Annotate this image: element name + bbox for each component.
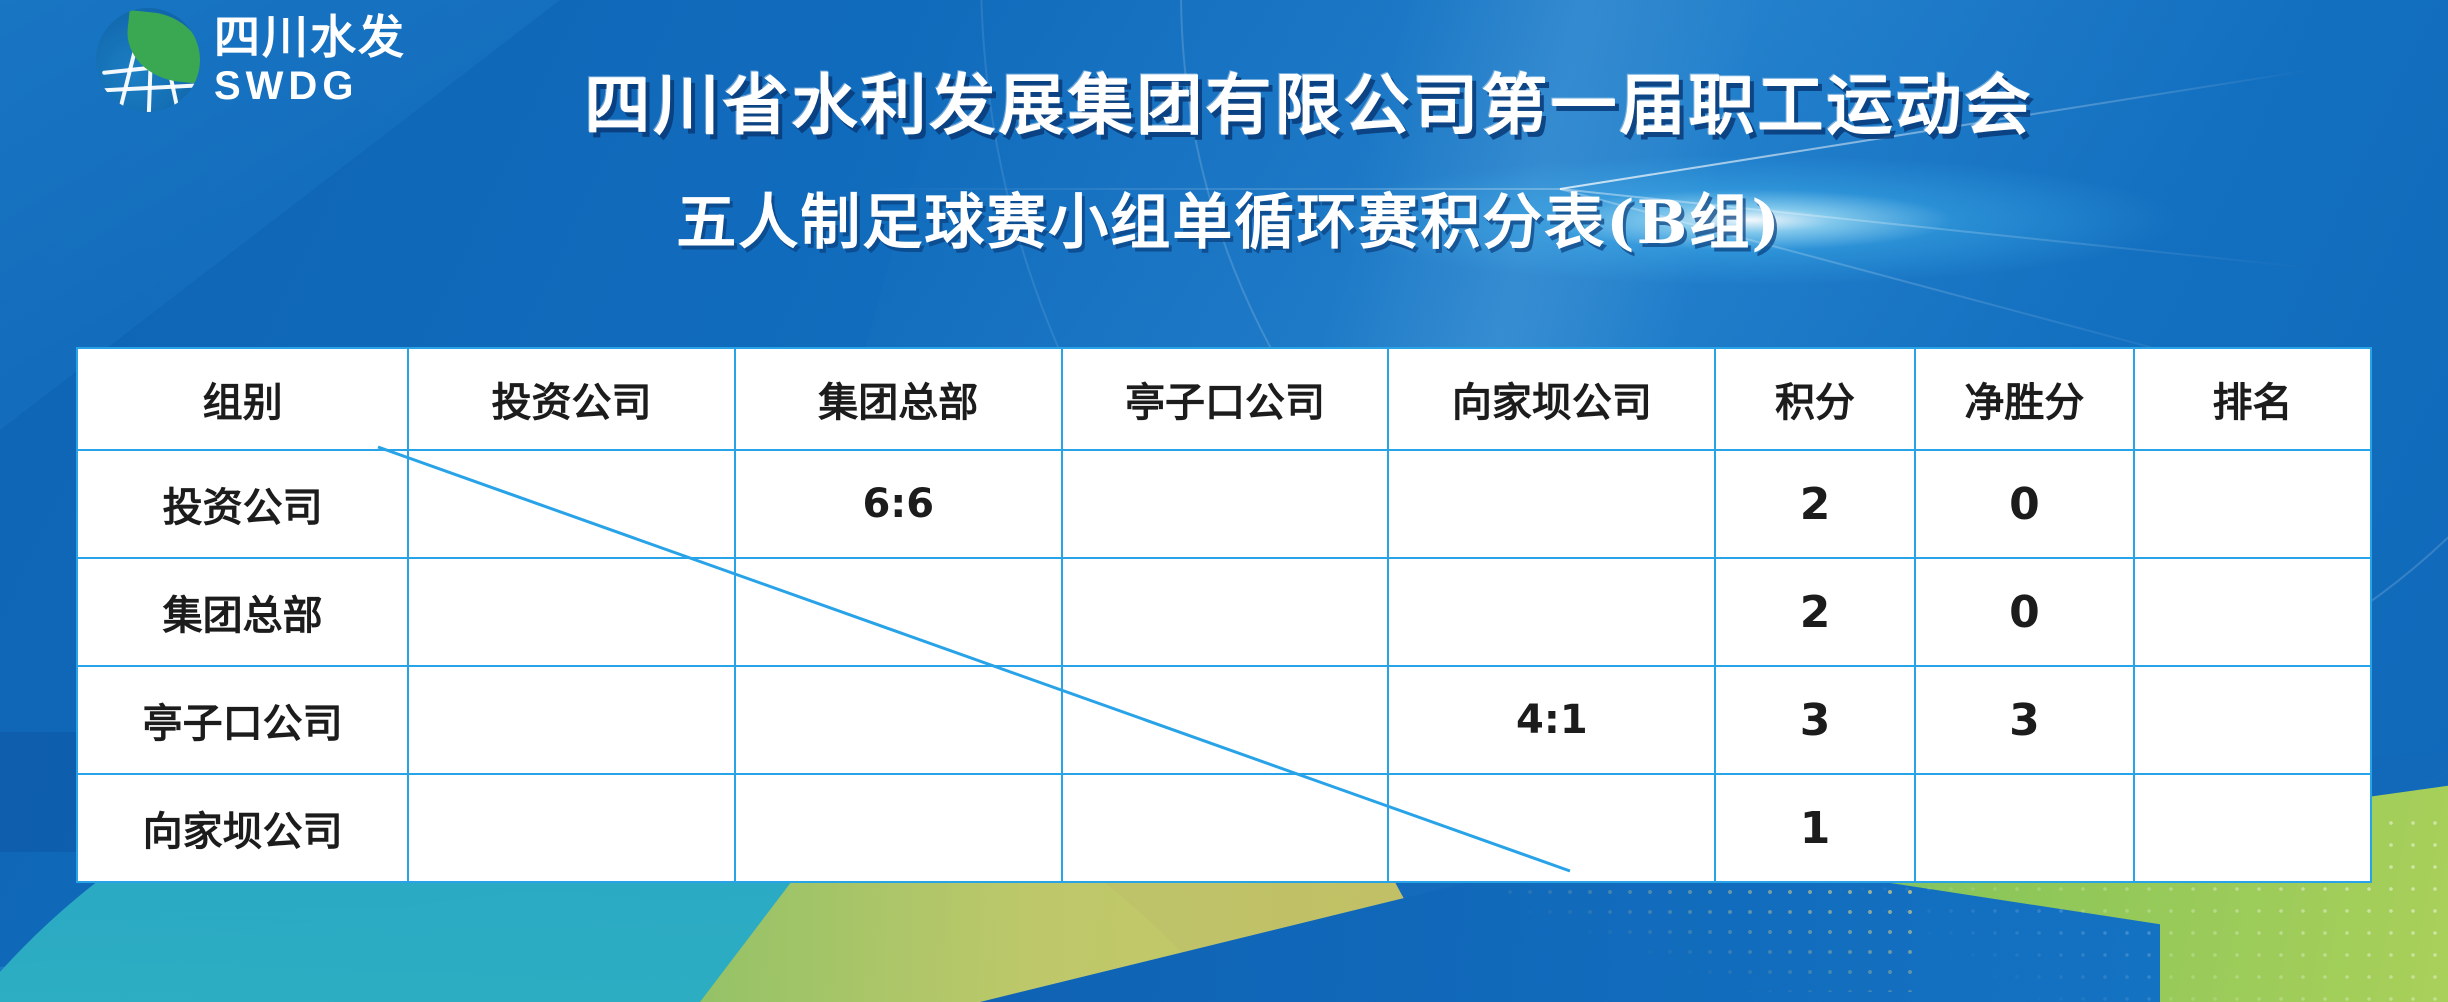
column-header-headquarters: 集团总部 bbox=[733, 347, 1063, 451]
score-cell bbox=[407, 665, 736, 775]
rank-cell bbox=[2133, 773, 2372, 883]
rank-cell bbox=[2133, 449, 2372, 559]
row-team-name: 投资公司 bbox=[75, 449, 410, 559]
column-header-tingzikou: 亭子口公司 bbox=[1060, 347, 1390, 451]
swdg-globe-icon bbox=[96, 8, 200, 112]
background-light-burst bbox=[1150, 60, 2350, 380]
score-cell: 6:6 bbox=[733, 449, 1063, 559]
column-header-investment: 投资公司 bbox=[407, 347, 736, 451]
points-cell: 2 bbox=[1714, 557, 1916, 667]
goal-diff-cell: 3 bbox=[1913, 665, 2136, 775]
points-cell: 2 bbox=[1714, 449, 1916, 559]
company-logo: 四川水发 SWDG bbox=[96, 8, 406, 112]
score-cell bbox=[1060, 773, 1390, 883]
logo-wordmark: 四川水发 SWDG bbox=[214, 14, 406, 106]
logo-english-name: SWDG bbox=[214, 64, 359, 108]
row-team-name: 亭子口公司 bbox=[75, 665, 410, 775]
points-cell: 3 bbox=[1714, 665, 1916, 775]
bottom-dot-pattern-center bbox=[1500, 862, 1920, 992]
column-header-rank: 排名 bbox=[2133, 347, 2372, 451]
goal-diff-cell: 0 bbox=[1913, 449, 2136, 559]
score-cell bbox=[1060, 557, 1390, 667]
table-row: 向家坝公司 1 bbox=[75, 773, 2372, 883]
banner-title-block: 四川省水利发展集团有限公司第一届职工运动会 五人制足球赛小组单循环赛积分表(B组… bbox=[0, 52, 2448, 261]
row-team-name: 向家坝公司 bbox=[75, 773, 410, 883]
score-cell bbox=[407, 449, 736, 559]
event-subtitle: 五人制足球赛小组单循环赛积分表(B组) bbox=[676, 188, 1782, 258]
column-header-goal-diff: 净胜分 bbox=[1913, 347, 2136, 451]
row-team-name: 集团总部 bbox=[75, 557, 410, 667]
goal-diff-cell bbox=[1913, 773, 2136, 883]
goal-diff-cell: 0 bbox=[1913, 557, 2136, 667]
score-cell bbox=[407, 557, 736, 667]
table-header-row: 组别 投资公司 集团总部 亭子口公司 向家坝公司 积分 净胜分 排名 bbox=[75, 347, 2372, 451]
score-cell bbox=[733, 557, 1063, 667]
score-cell bbox=[1387, 449, 1717, 559]
standings-table-wrapper: 组别 投资公司 集团总部 亭子口公司 向家坝公司 积分 净胜分 排名 投资公司 … bbox=[75, 347, 2372, 883]
score-cell bbox=[1060, 449, 1390, 559]
column-header-points: 积分 bbox=[1714, 347, 1916, 451]
rank-cell bbox=[2133, 665, 2372, 775]
score-cell bbox=[733, 665, 1063, 775]
score-cell bbox=[407, 773, 736, 883]
logo-chinese-name: 四川水发 bbox=[214, 10, 406, 64]
column-header-group: 组别 bbox=[75, 347, 410, 451]
score-cell bbox=[1387, 557, 1717, 667]
points-cell: 1 bbox=[1714, 773, 1916, 883]
table-row: 亭子口公司 4:1 3 3 bbox=[75, 665, 2372, 775]
event-title: 四川省水利发展集团有限公司第一届职工运动会 bbox=[584, 67, 2034, 144]
score-cell: 4:1 bbox=[1387, 665, 1717, 775]
score-cell bbox=[1060, 665, 1390, 775]
standings-table: 组别 投资公司 集团总部 亭子口公司 向家坝公司 积分 净胜分 排名 投资公司 … bbox=[75, 347, 2372, 883]
score-cell bbox=[1387, 773, 1717, 883]
column-header-xiangjiaba: 向家坝公司 bbox=[1387, 347, 1717, 451]
table-row: 投资公司 6:6 2 0 bbox=[75, 449, 2372, 559]
table-row: 集团总部 2 0 bbox=[75, 557, 2372, 667]
score-cell bbox=[733, 773, 1063, 883]
rank-cell bbox=[2133, 557, 2372, 667]
